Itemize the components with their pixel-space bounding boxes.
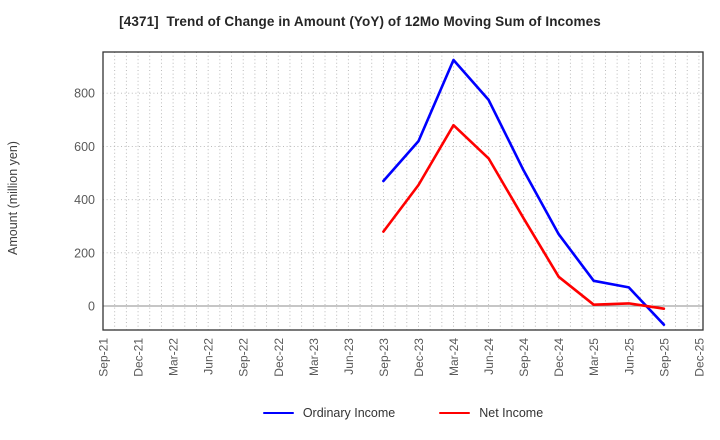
series-line-ordinary-income (382, 58, 666, 327)
x-tick-label: Mar-24 (447, 338, 461, 376)
legend-line-swatch-icon (439, 411, 471, 415)
legend-label: Ordinary Income (302, 406, 396, 420)
y-gridlines (103, 92, 703, 307)
x-tick-label: Jun-23 (342, 338, 356, 375)
legend-line-swatch-icon (262, 411, 294, 415)
x-tick-label: Dec-21 (132, 338, 146, 377)
x-tick-label: Sep-24 (517, 338, 531, 377)
x-tick-label: Dec-24 (552, 338, 566, 377)
y-tick-label: 800 (74, 87, 95, 101)
x-tick-label: Sep-22 (237, 338, 251, 377)
x-tick-label: Sep-25 (657, 338, 671, 377)
x-tick-label: Jun-25 (622, 338, 636, 375)
legend-item-ordinary-income: Ordinary Income (262, 406, 396, 420)
x-gridlines (114, 52, 700, 330)
x-tick-label: Sep-23 (377, 338, 391, 377)
y-tick-label: 600 (74, 140, 95, 154)
x-tick-label: Jun-24 (482, 338, 496, 375)
series-line-net-income (382, 123, 666, 311)
y-tick-label: 0 (88, 300, 95, 314)
x-tick-labels: Sep-21 Dec-21 Mar-22 Jun-22 Sep-22 Dec-22 Mar-… (97, 338, 707, 377)
plot-border (102, 51, 704, 331)
x-tick-label: Dec-23 (412, 338, 426, 377)
x-tick-label: Sep-21 (97, 338, 111, 377)
x-tick-label: Mar-22 (167, 338, 181, 376)
x-tick-label: Mar-25 (587, 338, 601, 376)
legend-label: Net Income (479, 406, 544, 420)
legend: Ordinary Income Net Income (103, 406, 703, 420)
x-tick-label: Dec-25 (692, 338, 706, 377)
x-tick-label: Jun-22 (202, 338, 216, 375)
chart-title: [4371] Trend of Change in Amount (YoY) o… (119, 14, 601, 29)
legend-item-net-income: Net Income (439, 406, 543, 420)
y-tick-labels: 0 200 400 600 800 (74, 87, 95, 314)
x-tick-label: Dec-22 (272, 338, 286, 377)
x-tick-label: Mar-23 (307, 338, 321, 376)
y-tick-label: 200 (74, 246, 95, 260)
y-tick-label: 400 (74, 193, 95, 207)
